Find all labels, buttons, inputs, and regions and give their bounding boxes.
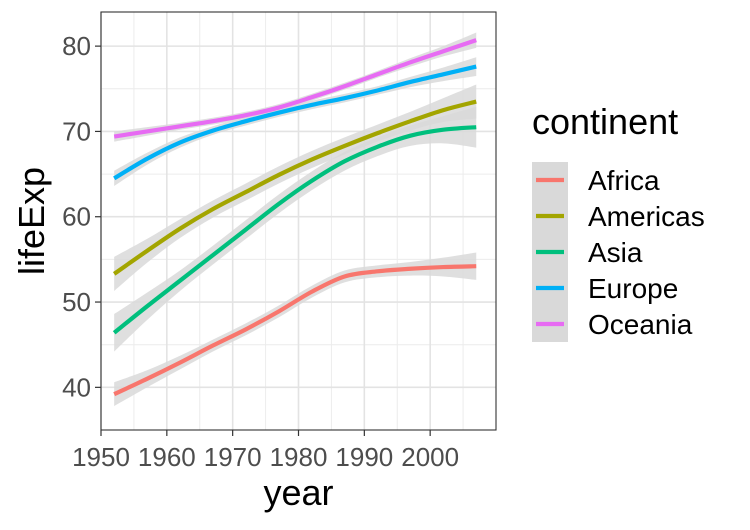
legend-label-americas: Americas [588,201,705,232]
legend-label-africa: Africa [588,165,660,196]
series-lines [112,38,477,397]
legend-title: continent [532,101,678,142]
line-africa [113,264,477,397]
y-tick-label: 40 [62,372,91,402]
line-asia [112,125,477,335]
x-tick-label: 1960 [138,442,196,472]
x-tick-label: 1970 [204,442,262,472]
x-tick-label: 1980 [270,442,328,472]
y-tick-label: 60 [62,202,91,232]
legend-label-oceania: Oceania [588,309,693,340]
line-oceania [113,38,477,139]
x-axis: 1950 1960 1970 1980 1990 2000 [72,430,459,472]
y-axis: 40 50 60 70 80 [62,31,101,402]
line-americas [112,99,477,276]
x-tick-label: 1950 [72,442,130,472]
y-tick-label: 70 [62,116,91,146]
y-axis-title: lifeExp [11,167,52,275]
y-tick-label: 50 [62,287,91,317]
line-europe [113,64,477,181]
x-axis-title: year [263,472,333,513]
y-tick-label: 80 [62,31,91,61]
legend-label-asia: Asia [588,237,643,268]
x-tick-label: 1990 [335,442,393,472]
legend: continent Africa Americas Asia Europe Oceani… [532,101,705,342]
x-tick-label: 2000 [401,442,459,472]
legend-label-europe: Europe [588,273,678,304]
